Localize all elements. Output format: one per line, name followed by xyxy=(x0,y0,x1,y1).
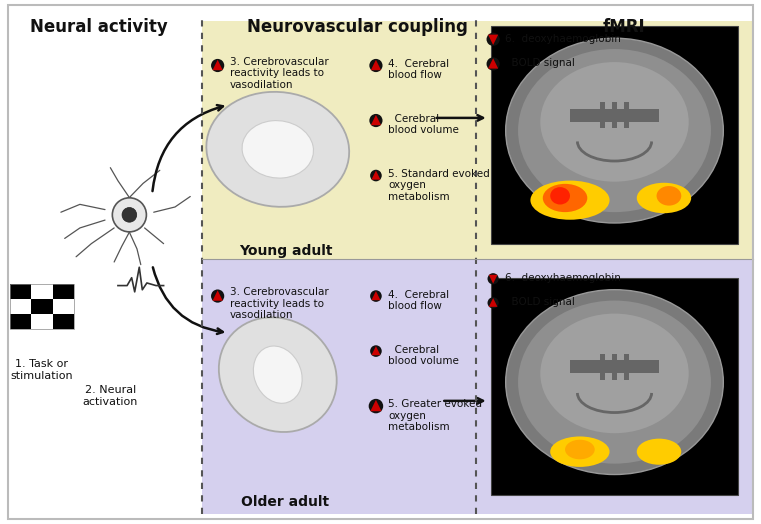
Ellipse shape xyxy=(506,38,723,223)
Ellipse shape xyxy=(540,313,689,433)
Polygon shape xyxy=(212,290,223,301)
Ellipse shape xyxy=(211,289,224,303)
Polygon shape xyxy=(371,60,381,70)
Bar xyxy=(31,284,53,299)
Bar xyxy=(9,314,31,329)
Polygon shape xyxy=(489,275,498,283)
Text: Young adult: Young adult xyxy=(239,244,332,258)
Polygon shape xyxy=(489,298,498,307)
Bar xyxy=(624,354,629,380)
Bar xyxy=(570,361,659,374)
Ellipse shape xyxy=(488,297,498,309)
Text: 3. Cerebrovascular
reactivity leads to
vasodilation: 3. Cerebrovascular reactivity leads to v… xyxy=(230,57,329,90)
Ellipse shape xyxy=(369,114,383,127)
Ellipse shape xyxy=(206,92,349,207)
Bar xyxy=(53,284,75,299)
Ellipse shape xyxy=(368,399,384,413)
Ellipse shape xyxy=(370,290,382,302)
Polygon shape xyxy=(371,170,380,180)
Ellipse shape xyxy=(370,345,382,357)
Text: Older adult: Older adult xyxy=(241,495,330,509)
Bar xyxy=(31,314,53,329)
Ellipse shape xyxy=(242,121,314,178)
Ellipse shape xyxy=(253,346,302,403)
Ellipse shape xyxy=(565,440,595,460)
Polygon shape xyxy=(371,291,380,300)
Text: 5. Greater evoked
oxygen
metabolism: 5. Greater evoked oxygen metabolism xyxy=(388,399,482,432)
Bar xyxy=(600,354,605,380)
Ellipse shape xyxy=(219,318,336,432)
Polygon shape xyxy=(212,60,223,70)
Text: BOLD signal: BOLD signal xyxy=(505,297,575,307)
Bar xyxy=(53,314,75,329)
Text: Cerebral
blood volume: Cerebral blood volume xyxy=(388,345,459,366)
Bar xyxy=(9,299,31,314)
Polygon shape xyxy=(371,346,380,355)
Ellipse shape xyxy=(122,208,137,222)
Text: 6.  deoxyhaemoglobin: 6. deoxyhaemoglobin xyxy=(505,34,620,43)
Polygon shape xyxy=(371,400,381,411)
Bar xyxy=(570,109,659,122)
Text: BOLD signal: BOLD signal xyxy=(505,58,575,68)
Bar xyxy=(624,102,629,128)
Polygon shape xyxy=(488,35,498,45)
Bar xyxy=(612,102,617,128)
Text: Neural activity: Neural activity xyxy=(30,18,168,36)
Polygon shape xyxy=(371,115,381,125)
Text: 2. Neural
activation: 2. Neural activation xyxy=(83,385,138,407)
Bar xyxy=(491,278,738,495)
Ellipse shape xyxy=(518,49,711,212)
Text: fMRI: fMRI xyxy=(603,18,645,36)
Bar xyxy=(53,299,75,314)
Polygon shape xyxy=(488,58,498,69)
Ellipse shape xyxy=(550,187,570,204)
Text: 3. Cerebrovascular
reactivity leads to
vasodilation: 3. Cerebrovascular reactivity leads to v… xyxy=(230,287,329,320)
Text: Cerebral
blood volume: Cerebral blood volume xyxy=(388,114,459,135)
Ellipse shape xyxy=(543,184,587,212)
Ellipse shape xyxy=(486,57,500,71)
Text: 4.  Cerebral
blood flow: 4. Cerebral blood flow xyxy=(388,290,449,311)
Ellipse shape xyxy=(113,198,146,232)
Text: 6.  deoxyhaemoglobin: 6. deoxyhaemoglobin xyxy=(505,273,620,283)
Ellipse shape xyxy=(540,62,689,182)
Bar xyxy=(491,26,738,244)
Bar xyxy=(612,354,617,380)
Ellipse shape xyxy=(550,436,610,467)
Bar xyxy=(202,259,753,514)
Ellipse shape xyxy=(637,439,681,465)
Bar xyxy=(9,284,31,299)
Text: Neurovascular coupling: Neurovascular coupling xyxy=(247,18,468,36)
Ellipse shape xyxy=(530,181,610,220)
Text: 1. Task or
stimulation: 1. Task or stimulation xyxy=(11,359,73,380)
Text: 5. Standard evoked
oxygen
metabolism: 5. Standard evoked oxygen metabolism xyxy=(388,169,490,202)
Bar xyxy=(9,284,75,329)
Ellipse shape xyxy=(211,59,224,72)
Ellipse shape xyxy=(486,32,500,46)
Ellipse shape xyxy=(488,273,498,285)
Ellipse shape xyxy=(657,186,681,205)
Bar xyxy=(600,102,605,128)
Bar xyxy=(202,21,753,259)
Ellipse shape xyxy=(370,170,382,181)
Ellipse shape xyxy=(369,59,383,72)
Text: 4.  Cerebral
blood flow: 4. Cerebral blood flow xyxy=(388,59,449,80)
Bar xyxy=(31,299,53,314)
Ellipse shape xyxy=(637,183,691,213)
Ellipse shape xyxy=(506,290,723,475)
Ellipse shape xyxy=(518,301,711,464)
